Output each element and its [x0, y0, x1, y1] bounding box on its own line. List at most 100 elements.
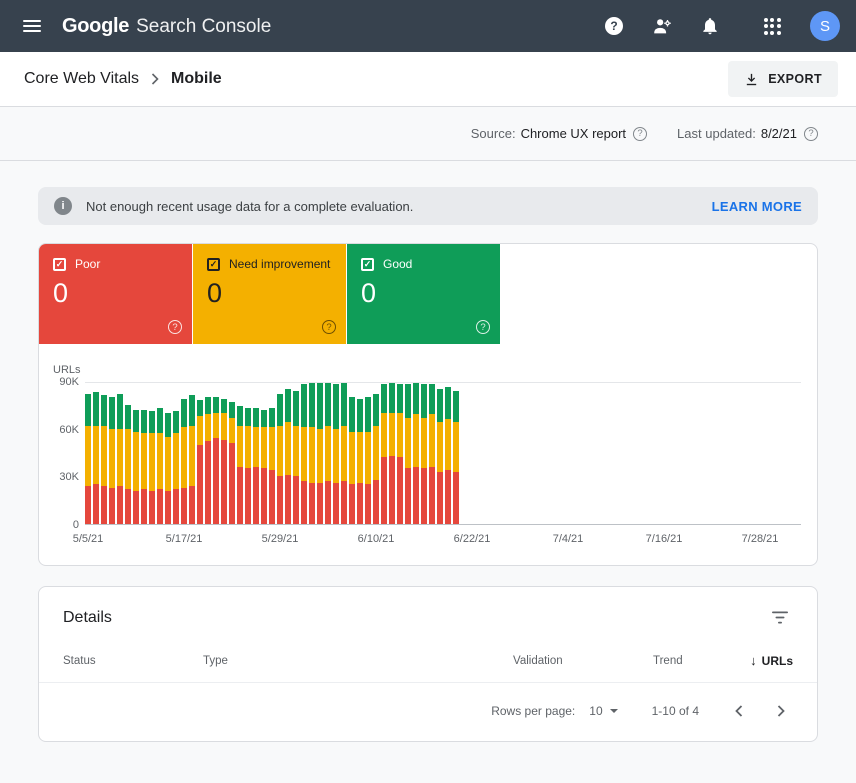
- chart-bar-segment-poor: [397, 457, 403, 524]
- chart-bar-segment-good: [421, 384, 427, 418]
- chart-bar-segment-good: [165, 412, 171, 437]
- app-logo[interactable]: Google Search Console: [62, 15, 271, 38]
- chart-bar: [109, 396, 115, 524]
- chart-bar: [277, 393, 283, 524]
- help-icon[interactable]: ?: [602, 14, 626, 38]
- breadcrumb-parent[interactable]: Core Web Vitals: [24, 70, 140, 87]
- chart-bar-segment-good: [149, 411, 155, 434]
- tile-value: 0: [361, 278, 377, 308]
- chart-bar-segment-ni: [381, 412, 387, 458]
- chart-bar-segment-ni: [109, 428, 115, 488]
- chart-bar-segment-poor: [293, 476, 299, 524]
- chart-bar-segment-ni: [309, 427, 315, 483]
- main-content: i Not enough recent usage data for a com…: [0, 161, 856, 783]
- chart-bar-segment-ni: [277, 425, 283, 477]
- chart-bar-segment-poor: [269, 470, 275, 524]
- tile-label: Good: [383, 257, 413, 271]
- apps-grid-icon[interactable]: [760, 14, 784, 38]
- chart-bar-segment-ni: [237, 425, 243, 467]
- chart-bar-segment-ni: [285, 422, 291, 475]
- chart-x-tick: 5/5/21: [72, 533, 104, 545]
- chart-bar: [221, 398, 227, 524]
- tile-help-icon[interactable]: ?: [476, 320, 490, 334]
- chart-bar-segment-poor: [141, 489, 147, 524]
- chart-bar-segment-poor: [229, 443, 235, 524]
- chart-bar-segment-poor: [237, 466, 243, 524]
- source-meta: Source: Chrome UX report ?: [471, 126, 648, 141]
- app-header: Google Search Console ?: [0, 0, 856, 52]
- source-help-icon[interactable]: ?: [633, 126, 648, 141]
- logo-google: Google: [62, 14, 130, 37]
- column-urls-label: URLs: [761, 654, 793, 668]
- chart-bar: [349, 396, 355, 524]
- tile-need-improvement[interactable]: ✓ Need improvement 0 ?: [193, 244, 346, 344]
- chart-y-axis-title: URLs: [53, 364, 81, 376]
- manage-users-icon[interactable]: [650, 14, 674, 38]
- learn-more-link[interactable]: LEARN MORE: [711, 198, 802, 214]
- chart-bar-segment-poor: [181, 487, 187, 524]
- tile-good-header: ✓ Good: [361, 257, 486, 271]
- chart-bar-segment-ni: [453, 422, 459, 472]
- info-icon: i: [54, 197, 72, 215]
- core-web-vitals-card: ✓ Poor 0 ? ✓ Need improvement 0 ?: [38, 243, 818, 566]
- menu-icon[interactable]: [12, 6, 52, 46]
- chart-bar-segment-good: [445, 387, 451, 420]
- chart-bar-segment-good: [397, 384, 403, 413]
- notifications-bell-icon[interactable]: [698, 14, 722, 38]
- chart-bar-segment-ni: [357, 431, 363, 483]
- chart-bar-segment-ni: [365, 431, 371, 485]
- chart-bar-segment-poor: [389, 455, 395, 524]
- chart-x-tick: 7/16/21: [645, 533, 683, 545]
- last-updated-help-icon[interactable]: ?: [804, 126, 818, 141]
- export-button[interactable]: EXPORT: [728, 61, 838, 97]
- chart-bar-segment-poor: [365, 484, 371, 524]
- checkbox-icon[interactable]: ✓: [207, 257, 220, 271]
- column-urls-sort[interactable]: ↓ URLs: [745, 653, 793, 668]
- chart-bar-segment-ni: [429, 414, 435, 467]
- chart-bar: [325, 382, 331, 524]
- tile-label: Need improvement: [229, 257, 331, 271]
- download-icon: [744, 72, 759, 87]
- status-tiles: ✓ Poor 0 ? ✓ Need improvement 0 ?: [39, 244, 817, 344]
- chart-bar: [101, 395, 107, 524]
- chart-bar-segment-ni: [165, 436, 171, 491]
- avatar[interactable]: S: [810, 11, 840, 41]
- chart-bar-segment-ni: [373, 425, 379, 480]
- chart-x-tick: 7/28/21: [741, 533, 779, 545]
- chart-bar-segment-good: [229, 401, 235, 418]
- last-updated-label: Last updated:: [677, 126, 756, 141]
- checkbox-icon[interactable]: ✓: [53, 257, 66, 271]
- chart-bar: [189, 395, 195, 524]
- chart-bar-segment-poor: [405, 468, 411, 524]
- chart-bar-segment-good: [101, 395, 107, 426]
- rows-per-page-select[interactable]: 10: [589, 704, 618, 718]
- logo-product: Search Console: [136, 15, 272, 37]
- tile-poor[interactable]: ✓ Poor 0 ?: [39, 244, 192, 344]
- chart-bar-segment-ni: [397, 412, 403, 458]
- chart-bar-segment-ni: [341, 425, 347, 482]
- chart-plot: 90K 60K 30K 0 5/5/21 5/17/21 5/29/21 6/10/21 6/…: [59, 376, 801, 545]
- checkbox-icon[interactable]: ✓: [361, 257, 374, 271]
- header-actions: ? S: [602, 11, 840, 41]
- tile-help-icon[interactable]: ?: [322, 320, 336, 334]
- next-page-button[interactable]: [771, 701, 791, 721]
- chart-bar-segment-poor: [285, 474, 291, 524]
- chart-bar-segment-good: [381, 384, 387, 413]
- chart-bar-segment-ni: [389, 412, 395, 456]
- chart-bar-segment-good: [261, 409, 267, 428]
- tile-help-icon[interactable]: ?: [168, 320, 182, 334]
- filter-icon[interactable]: [767, 607, 793, 629]
- chart-bar-segment-poor: [93, 484, 99, 524]
- chart-bar-segment-good: [157, 408, 163, 434]
- tile-value: 0: [53, 278, 69, 308]
- chart-bar-segment-good: [237, 406, 243, 426]
- chart-bar-segment-good: [213, 396, 219, 413]
- chart-bar-segment-good: [405, 384, 411, 418]
- chart-bar: [309, 382, 315, 524]
- previous-page-button[interactable]: [729, 701, 749, 721]
- chart-bar-segment-poor: [413, 466, 419, 524]
- chart-x-labels: 5/5/21 5/17/21 5/29/21 6/10/21 6/22/21 7/4/21…: [73, 533, 801, 547]
- chart-bar: [285, 388, 291, 524]
- tile-good[interactable]: ✓ Good 0 ?: [347, 244, 500, 344]
